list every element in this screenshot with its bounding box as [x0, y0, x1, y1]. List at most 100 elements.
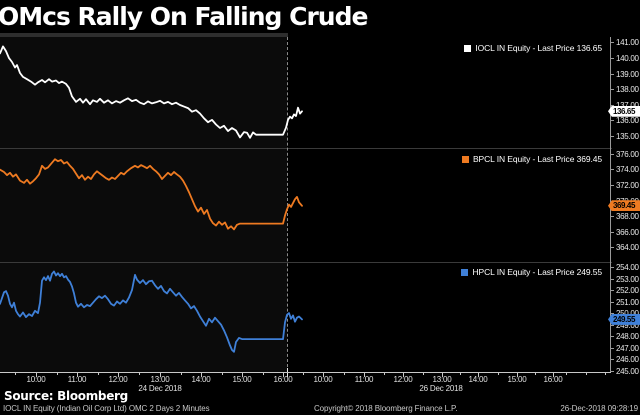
last-price-badge: 136.65: [608, 105, 640, 117]
x-axis-tick-label: 14:00: [468, 375, 488, 384]
y-axis-tick-label: 250.00: [610, 309, 639, 318]
y-axis-tick-mark: [610, 278, 614, 280]
y-axis-tick-text: 374.00: [616, 165, 639, 175]
x-axis-major-tick: [553, 373, 554, 377]
panel-divider: [0, 262, 612, 263]
y-axis-tick-label: 138.00: [610, 85, 639, 94]
y-axis-tick-text: 137.00: [616, 100, 639, 110]
x-axis-major-tick: [478, 373, 479, 377]
x-axis-tick-label: 10:00: [313, 375, 333, 384]
y-axis-tick-text: 139.00: [616, 69, 639, 79]
iocl-legend-swatch-icon: [464, 44, 472, 52]
y-axis-tick-text: 252.00: [616, 286, 639, 296]
y-axis-tick-label: 252.00: [610, 286, 639, 295]
y-axis-tick-label: 245.00: [610, 367, 639, 376]
x-axis-major-tick: [77, 373, 78, 377]
x-axis-minor-tick: [222, 373, 223, 375]
y-axis-tick-label: 135.00: [610, 132, 639, 141]
y-axis-tick-label: 253.00: [610, 275, 639, 284]
x-axis-tick-label: 14:00: [191, 375, 211, 384]
x-axis-minor-tick: [535, 373, 536, 375]
y-axis-tick-label: 246.00: [610, 355, 639, 364]
y-axis-tick-label: 374.00: [610, 165, 639, 174]
x-axis-major-tick: [242, 373, 243, 377]
x-axis-minor-tick: [57, 373, 58, 375]
bpcl-price-line: [0, 158, 303, 231]
x-axis-tick-label: 10:00: [26, 375, 46, 384]
y-axis-tick-mark: [610, 336, 614, 338]
y-axis-tick-text: 372.00: [616, 181, 639, 190]
x-axis-minor-tick: [344, 373, 345, 375]
hpcl-price-line: [0, 270, 303, 353]
y-axis-tick-text: 251.00: [616, 297, 639, 307]
x-axis-minor-tick: [303, 373, 304, 375]
y-axis-tick-label: 139.00: [610, 70, 639, 79]
x-axis-minor-tick: [384, 373, 385, 375]
y-axis-tick-label: 247.00: [610, 344, 639, 353]
x-axis-minor-tick: [181, 373, 182, 375]
y-axis-tick-label: 249.00: [610, 321, 639, 330]
x-axis-tick-label: 11:00: [354, 375, 374, 384]
y-axis-tick-label: 251.00: [610, 298, 639, 307]
x-axis-major-tick: [517, 373, 518, 377]
y-axis-tick-text: 135.00: [616, 132, 639, 142]
y-axis-tick-label: 364.00: [610, 243, 639, 252]
y-axis-tick-mark: [610, 104, 614, 106]
last-price-badge: 369.45: [608, 200, 640, 212]
y-axis-tick-label: 366.00: [610, 228, 639, 237]
y-axis-tick-text: 138.00: [616, 85, 639, 95]
y-axis-tick-text: 364.00: [616, 243, 639, 253]
x-axis-minor-tick: [423, 373, 424, 375]
x-axis-minor-tick: [139, 373, 140, 375]
y-axis-tick-mark: [610, 169, 614, 171]
panel-divider: [0, 148, 612, 149]
x-axis-minor-tick: [263, 373, 264, 375]
y-axis-tick-mark: [610, 73, 614, 75]
legend-hpcl-label: HPCL IN Equity - Last Price 249.55: [472, 267, 602, 277]
y-axis-tick-mark: [610, 247, 614, 249]
x-axis-major-tick: [160, 373, 161, 377]
y-axis-tick-mark: [610, 324, 614, 326]
x-axis-date-label: 26 Dec 2018: [419, 384, 463, 393]
y-axis-tick-mark: [610, 371, 614, 372]
y-axis-tick-mark: [610, 153, 614, 155]
y-axis-tick-mark: [610, 301, 614, 303]
x-axis-date-label: 24 Dec 2018: [138, 384, 182, 393]
x-axis-tick-label: 16:00: [273, 375, 293, 384]
y-axis-tick-label: 254.00: [610, 263, 639, 272]
x-axis-tick-label: 11:00: [67, 375, 87, 384]
x-axis-minor-tick: [605, 373, 606, 375]
x-axis-tick-label: 16:00: [543, 375, 563, 384]
y-axis-tick-mark: [610, 42, 614, 44]
x-axis-major-tick: [364, 373, 365, 377]
y-axis-tick-label: 376.00: [610, 150, 639, 159]
zoom-scroll-strip[interactable]: [0, 33, 288, 37]
x-axis-major-tick: [36, 373, 37, 377]
x-axis-major-tick: [442, 373, 443, 377]
x-axis-line: [0, 372, 611, 373]
y-axis-tick-text: 136.00: [616, 116, 639, 126]
x-axis-minor-tick: [586, 373, 587, 375]
x-axis-minor-tick: [98, 373, 99, 375]
x-axis-major-tick: [283, 373, 284, 377]
legend-hpcl: HPCL IN Equity - Last Price 249.55: [461, 267, 602, 277]
y-axis-tick-text: 246.00: [616, 355, 639, 365]
x-axis-minor-tick: [498, 373, 499, 375]
security-description: IOCL IN Equity (Indian Oil Corp Ltd) OMC…: [3, 404, 210, 413]
y-axis-tick-mark: [610, 89, 614, 91]
day-separator-line: [287, 37, 288, 372]
y-axis-tick-mark: [610, 267, 614, 268]
y-axis-tick-label: 140.00: [610, 54, 639, 63]
iocl-price-line: [0, 45, 303, 139]
x-axis-tick-label: 13:00: [432, 375, 452, 384]
y-axis-tick-text: 254.00: [616, 263, 639, 272]
legend-iocl: IOCL IN Equity - Last Price 136.65: [464, 43, 602, 53]
y-axis-tick-mark: [610, 347, 614, 349]
x-axis-tick-label: 12:00: [393, 375, 413, 384]
previous-day-shade: [0, 37, 287, 372]
y-axis-tick-label: 372.00: [610, 181, 639, 190]
x-axis-minor-tick: [15, 373, 16, 375]
x-axis-major-tick: [323, 373, 324, 377]
y-axis-tick-label: 141.00: [610, 38, 639, 47]
copyright-label: Copyright© 2018 Bloomberg Finance L.P.: [314, 404, 458, 413]
